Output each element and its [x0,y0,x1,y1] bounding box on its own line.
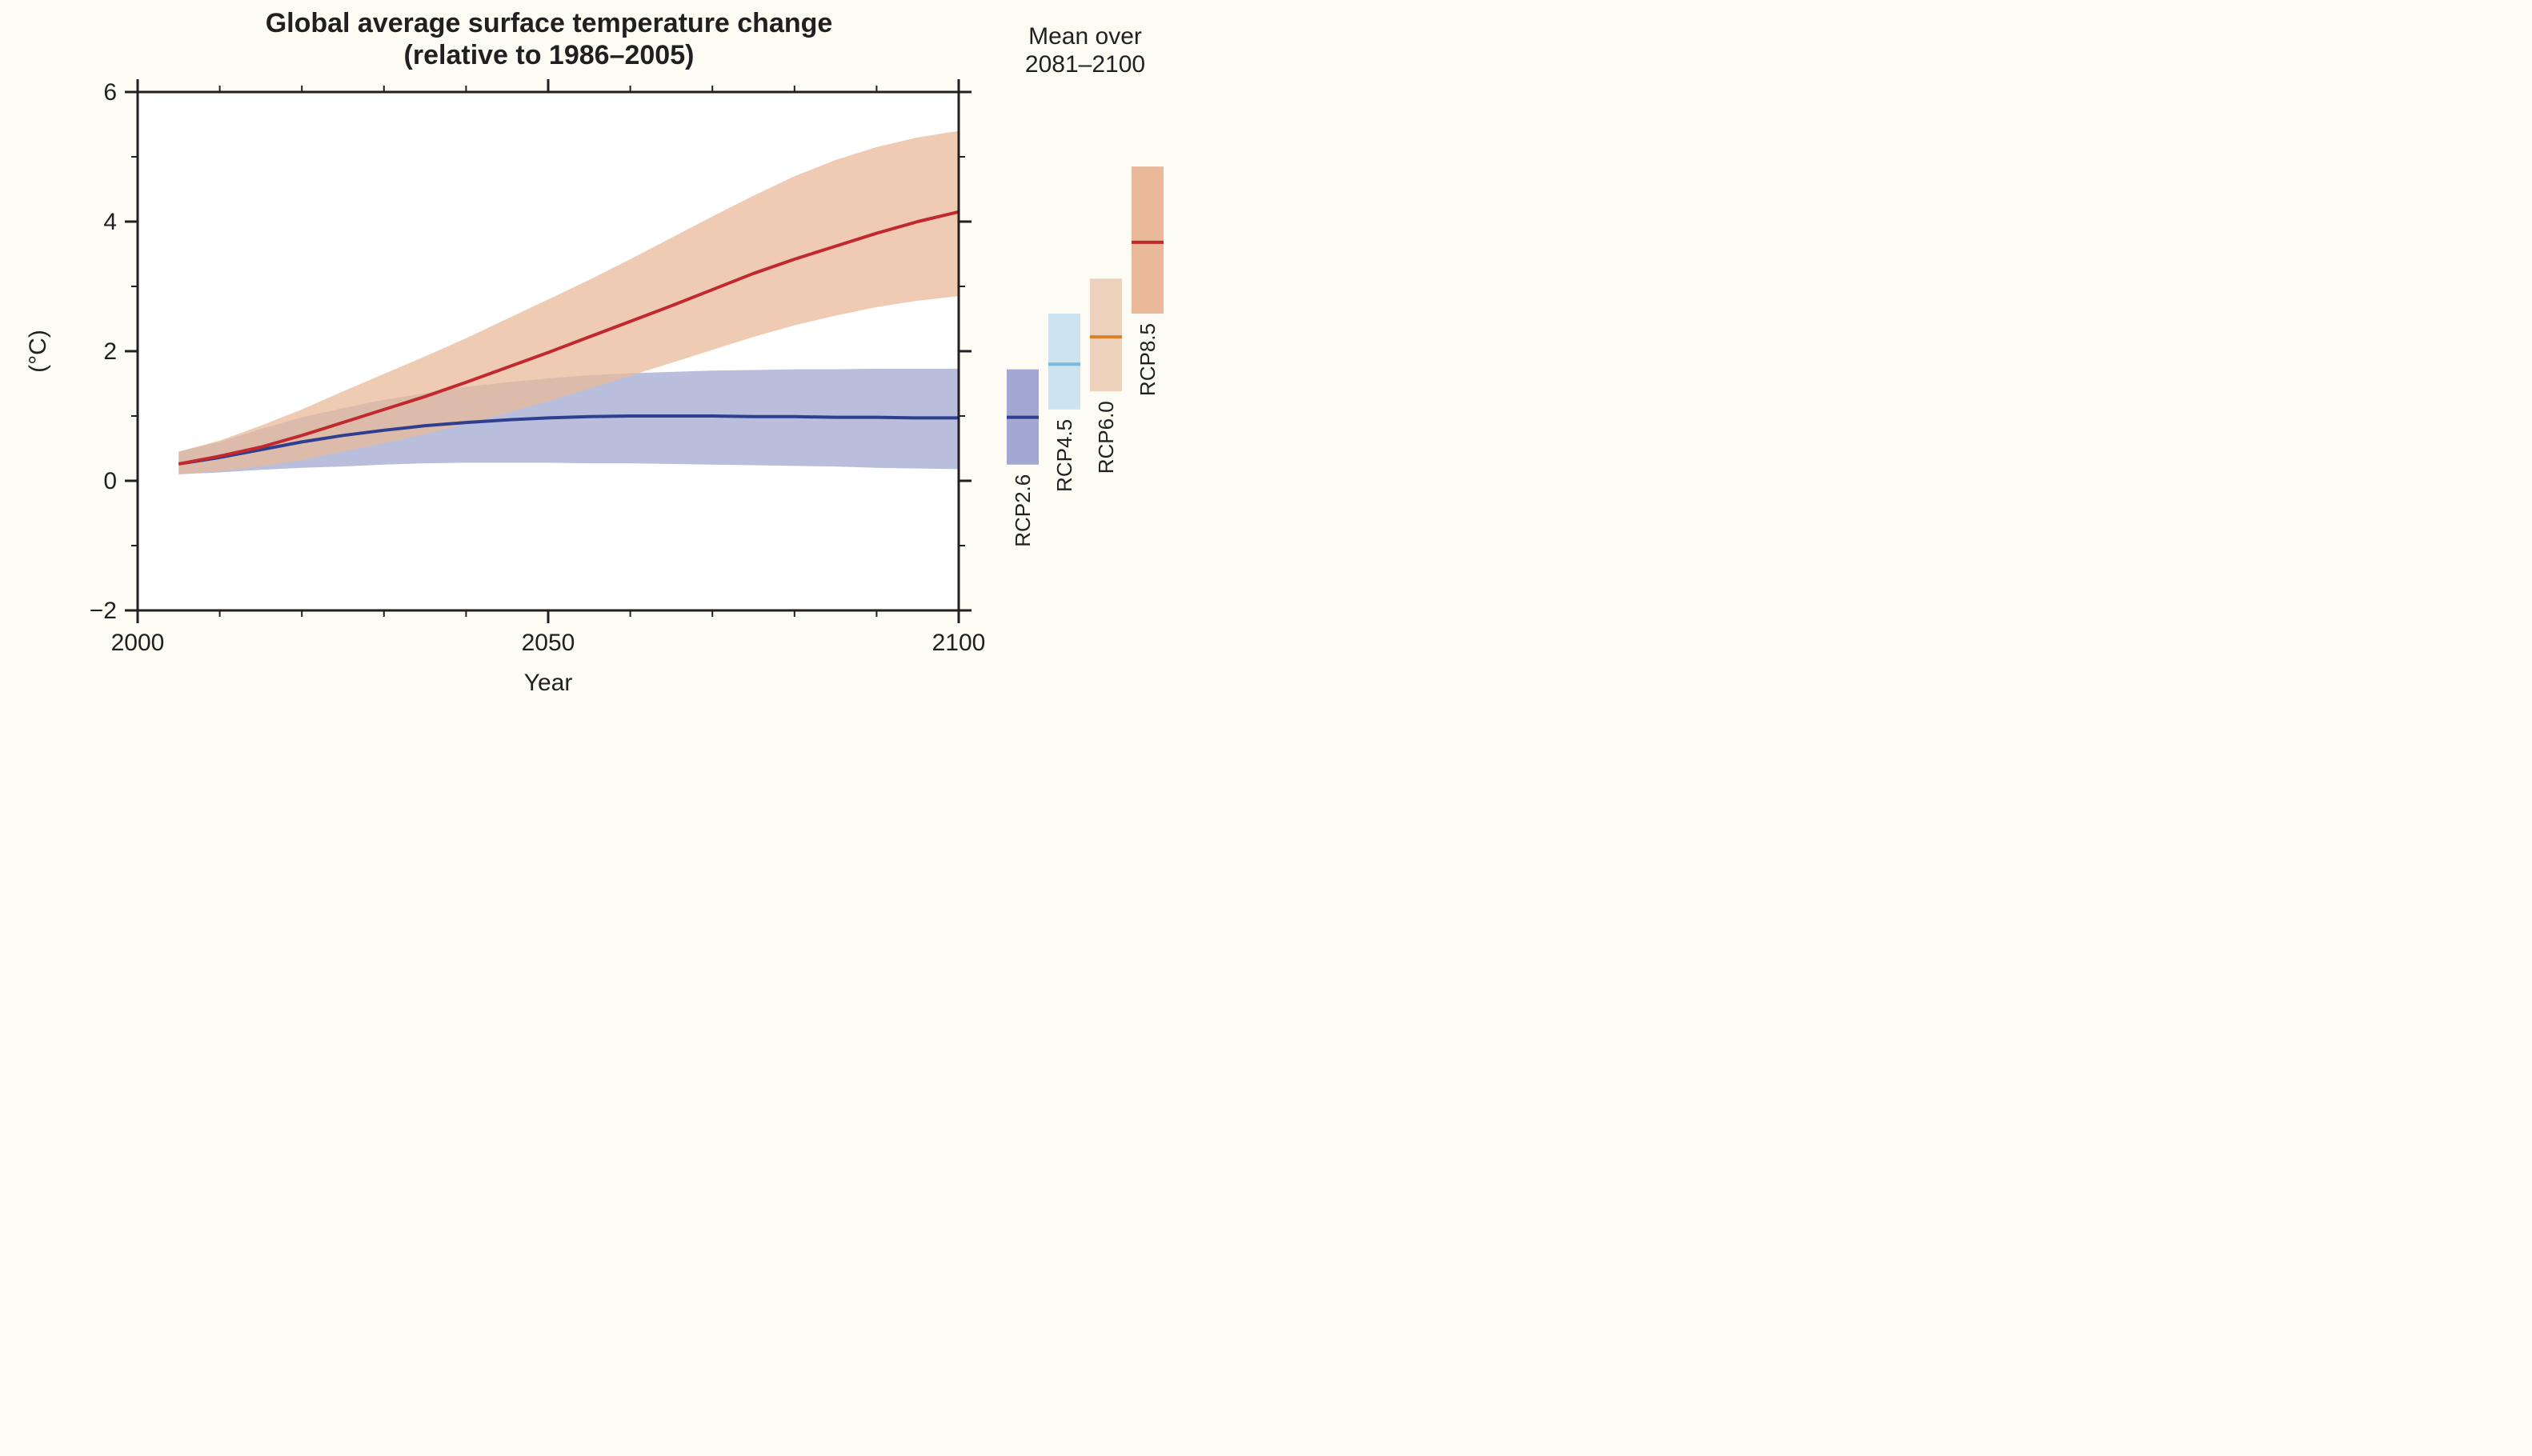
y-axis-label: (°C) [25,330,51,373]
chart-container: Global average surface temperature chang… [0,0,1266,728]
legend-box-rcp8-5 [1132,166,1164,314]
legend-label-rcp6-0: RCP6.0 [1094,401,1118,474]
plot-area: −2 0 2 4 6 2000 2050 2100 [90,79,986,656]
ytick-label: 0 [103,468,117,494]
climate-chart-svg: Global average surface temperature chang… [0,0,1266,728]
ytick-label: 6 [103,79,117,106]
x-axis-label: Year [524,670,573,696]
xtick-label: 2000 [111,630,165,656]
legend-label-rcp4-5: RCP4.5 [1052,419,1076,492]
legend-box-rcp4-5 [1048,314,1080,410]
xtick-label: 2100 [932,630,986,656]
legend-title-line1: Mean over [1028,23,1142,50]
legend-label-rcp8-5: RCP8.5 [1136,323,1160,396]
ytick-label: −2 [90,598,117,624]
ytick-label: 2 [103,338,117,365]
ytick-label: 4 [103,209,117,235]
legend-title-line2: 2081–2100 [1025,51,1145,78]
chart-title-line2: (relative to 1986–2005) [404,40,695,70]
legend-label-rcp2-6: RCP2.6 [1011,474,1035,547]
xtick-label: 2050 [522,630,575,656]
legend-box-rcp6-0 [1090,278,1122,391]
chart-title-line1: Global average surface temperature chang… [266,8,833,38]
